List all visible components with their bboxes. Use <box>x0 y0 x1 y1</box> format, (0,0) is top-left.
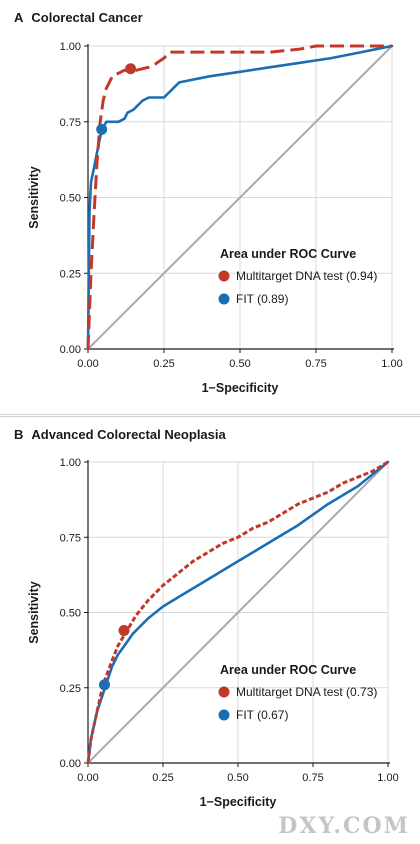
y-tick-label: 0.25 <box>60 268 81 280</box>
y-tick-label: 0.25 <box>60 683 81 695</box>
y-axis-title: Sensitivity <box>27 581 41 644</box>
cutoff-point <box>125 63 137 75</box>
legend-fit-label: FIT (0.67) <box>236 708 288 722</box>
y-tick-label: 1.00 <box>60 457 81 469</box>
x-tick-label: 0.75 <box>302 772 323 784</box>
y-tick-label: 0.75 <box>60 117 81 129</box>
y-axis-title: Sensitivity <box>27 166 41 229</box>
dna-test-curve <box>86 44 392 350</box>
legend-fit-marker <box>218 709 230 721</box>
reference-line <box>87 461 389 764</box>
legend-dna-label: Multitarget DNA test (0.94) <box>236 269 377 283</box>
legend-fit-marker <box>218 293 230 305</box>
x-tick-label: 0.75 <box>305 358 326 370</box>
reference-line <box>87 45 393 350</box>
y-tick-label: 0.00 <box>60 344 81 356</box>
panel-a-letter: A <box>14 10 24 25</box>
roc-chart-colorectal-cancer: 0.00 0.00 0.25 0.25 0.50 0.50 0.75 0.75 1.00 1.00… <box>27 41 403 395</box>
legend-title: Area under ROC Curve <box>220 663 356 677</box>
x-tick-label: 0.00 <box>77 358 98 370</box>
panel-b-header: B Advanced Colorectal Neoplasia <box>14 427 226 442</box>
panel-a-title: Colorectal Cancer <box>31 10 143 25</box>
y-tick-label: 0.75 <box>60 532 81 544</box>
x-tick-label: 0.25 <box>152 772 173 784</box>
cutoff-point <box>96 123 108 135</box>
roc-chart-advanced-neoplasia: 0.00 0.00 0.25 0.25 0.50 0.50 0.75 0.75 1.00 1.00… <box>27 457 399 809</box>
x-axis-title: 1−Specificity <box>200 795 277 809</box>
panel-a: A Colorectal Cancer 0.00 0.00 0.25 0.25 0.50 0… <box>0 0 420 415</box>
legend-dna-marker <box>218 686 230 698</box>
x-axis-title: 1−Specificity <box>202 381 279 395</box>
legend-dna-label: Multitarget DNA test (0.73) <box>236 685 377 699</box>
x-tick-label: 1.00 <box>377 772 398 784</box>
cutoff-point <box>118 625 130 637</box>
x-tick-label: 0.00 <box>77 772 98 784</box>
panel-b-letter: B <box>14 427 24 442</box>
y-tick-label: 0.50 <box>60 608 81 620</box>
panel-a-header: A Colorectal Cancer <box>14 10 143 25</box>
dna-test-curve <box>86 460 389 764</box>
x-tick-label: 0.25 <box>153 358 174 370</box>
x-tick-label: 0.50 <box>227 772 248 784</box>
y-tick-label: 0.50 <box>60 193 81 205</box>
legend-fit-label: FIT (0.89) <box>236 292 288 306</box>
watermark: DXY.COM <box>278 813 410 839</box>
y-tick-label: 1.00 <box>60 41 81 53</box>
y-tick-label: 0.00 <box>60 758 81 770</box>
fit-curve <box>86 44 394 351</box>
panel-b-title: Advanced Colorectal Neoplasia <box>31 427 226 442</box>
x-tick-label: 1.00 <box>381 358 402 370</box>
x-tick-label: 0.50 <box>229 358 250 370</box>
cutoff-point <box>99 679 110 691</box>
panel-b: B Advanced Colorectal Neoplasia 0.00 0.00 0… <box>0 416 420 844</box>
legend-dna-marker <box>218 270 230 282</box>
legend-title: Area under ROC Curve <box>220 247 356 261</box>
